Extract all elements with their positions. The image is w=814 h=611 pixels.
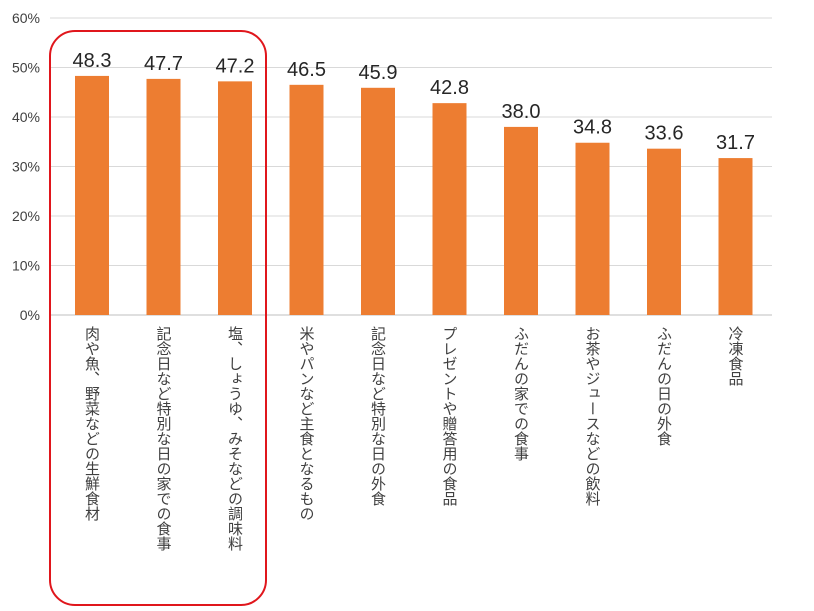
data-label: 47.7 <box>144 53 183 75</box>
bar <box>575 142 610 315</box>
bar <box>432 103 467 315</box>
bar <box>504 126 538 316</box>
category-label: ふだんの日の外食 <box>655 326 673 446</box>
bar <box>218 81 252 315</box>
data-label: 38.0 <box>502 101 541 123</box>
data-label: 31.7 <box>716 132 755 154</box>
category-label: 肉や魚、野菜などの生鮮食材 <box>83 326 101 521</box>
category-label: 冷凍食品 <box>726 326 745 386</box>
bars <box>75 75 753 316</box>
category-label: 記念日など特別な日の外食 <box>369 326 387 506</box>
bar <box>718 158 753 315</box>
category-label: ふだんの家での食事 <box>512 326 530 461</box>
data-label: 34.8 <box>573 117 612 139</box>
category-label: 米やパンなど主食となるもの <box>297 326 316 521</box>
data-label: 48.3 <box>73 50 112 72</box>
y-tick-label: 10% <box>12 258 40 274</box>
y-tick-label: 20% <box>12 208 40 224</box>
category-label: 記念日など特別な日の家での食事 <box>154 326 173 551</box>
category-label: お茶やジュースなどの飲料 <box>583 326 602 506</box>
category-label: プレゼントや贈答用の食品 <box>440 326 459 506</box>
data-label: 46.5 <box>287 59 326 81</box>
data-labels: 48.3 47.7 47.2 46.5 45.9 42.8 38.0 34.8 33.6 31.7 <box>73 50 755 154</box>
data-label: 47.2 <box>216 55 255 77</box>
y-tick-label: 30% <box>12 159 40 175</box>
y-tick-label: 40% <box>12 109 40 125</box>
y-axis-ticks: 0% 10% 20% 30% 40% 50% 60% <box>12 10 40 323</box>
bar <box>146 78 181 315</box>
y-tick-label: 0% <box>20 307 40 323</box>
y-tick-label: 50% <box>12 60 40 76</box>
bar <box>361 87 395 315</box>
bar <box>289 84 324 315</box>
highlight-box <box>49 30 267 606</box>
data-label: 33.6 <box>645 123 684 145</box>
data-label: 45.9 <box>359 62 398 84</box>
category-label: 塩、しょうゆ、みそなどの調味料 <box>226 326 244 551</box>
bar <box>647 148 681 315</box>
data-label: 42.8 <box>430 77 469 99</box>
bar <box>75 75 109 315</box>
y-tick-label: 60% <box>12 10 40 26</box>
